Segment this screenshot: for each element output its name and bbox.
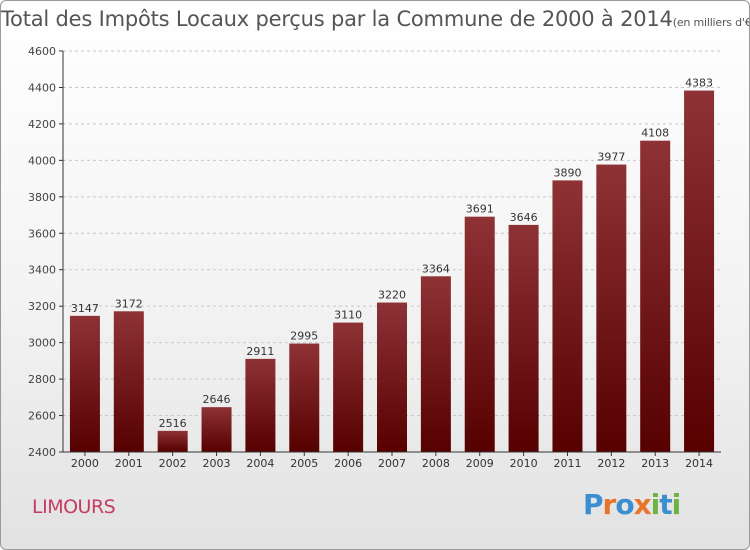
bar-2012 (596, 164, 627, 452)
bar-value-label: 3691 (466, 203, 494, 216)
logo-letter: t (659, 488, 672, 521)
bar-2011 (552, 180, 583, 452)
x-tick-label: 2010 (510, 457, 538, 470)
x-tick-label: 2000 (71, 457, 99, 470)
y-tick-label: 4200 (28, 118, 56, 131)
x-tick-label: 2012 (597, 457, 625, 470)
logo-letter: o (615, 488, 634, 521)
bar-2010 (508, 224, 539, 452)
y-axis-ticks: 2400 2600 2800 3000 3200 3400 3600 3800 4000 4200… (28, 45, 63, 459)
y-tick-label: 3800 (28, 191, 56, 204)
bar-value-label: 2911 (246, 345, 274, 358)
bar-2004 (245, 358, 276, 452)
bar-value-label: 3977 (597, 151, 625, 164)
bar-2008 (420, 276, 451, 452)
commune-name: LIMOURS (32, 496, 116, 518)
bar-2000 (69, 315, 100, 452)
bar-value-label: 4383 (685, 77, 713, 90)
bar-value-label: 3172 (115, 297, 143, 310)
y-tick-label: 3000 (28, 337, 56, 350)
bars: 3147 3172 2516 2646 2911 2995 3110 3220 3364 3691… (69, 77, 715, 453)
x-tick-label: 2007 (378, 457, 406, 470)
x-tick-label: 2004 (246, 457, 274, 470)
bar-2013 (640, 140, 671, 453)
y-tick-label: 2400 (28, 446, 56, 459)
y-tick-label: 3400 (28, 264, 56, 277)
bar-value-label: 2516 (159, 417, 187, 430)
logo-letter: P (583, 488, 604, 521)
bar-value-label: 3147 (71, 302, 99, 315)
bar-2007 (377, 302, 407, 452)
bar-value-label: 2646 (203, 393, 231, 406)
y-tick-label: 3200 (28, 300, 56, 313)
x-tick-label: 2009 (466, 457, 494, 470)
logo-letter: x (633, 488, 652, 521)
x-axis-ticks: 2000 2001 2002 2003 2004 2005 2006 2007 2008 2009… (71, 452, 713, 470)
y-tick-label: 3600 (28, 227, 56, 240)
x-tick-label: 2014 (685, 457, 713, 470)
logo-letter: r (602, 488, 617, 521)
bar-2001 (113, 311, 144, 452)
bar-2005 (289, 343, 320, 452)
x-tick-label: 2003 (203, 457, 231, 470)
bar-value-label: 3364 (422, 262, 450, 275)
bar-2003 (201, 407, 232, 452)
x-tick-label: 2008 (422, 457, 450, 470)
logo-letter: i (671, 488, 682, 521)
bar-2009 (464, 216, 495, 452)
bar-value-label: 2995 (290, 330, 318, 343)
x-tick-label: 2002 (159, 457, 187, 470)
bar-2002 (157, 430, 188, 452)
bar-value-label: 4108 (641, 127, 669, 140)
x-tick-label: 2013 (641, 457, 669, 470)
bar-value-label: 3890 (553, 166, 581, 179)
bar-value-label: 3110 (334, 309, 362, 322)
logo-letter: i (650, 488, 661, 521)
chart-title-unit: (en milliers d'€) (672, 16, 750, 29)
y-tick-label: 4600 (28, 45, 56, 58)
y-tick-label: 2600 (28, 410, 56, 423)
x-tick-label: 2006 (334, 457, 362, 470)
bar-2006 (333, 322, 364, 452)
x-tick-label: 2005 (290, 457, 318, 470)
bar-value-label: 3646 (510, 211, 538, 224)
y-tick-label: 4400 (28, 81, 56, 94)
chart-title: Total des Impôts Locaux perçus par la Co… (1, 7, 750, 31)
bar-2014 (684, 90, 715, 452)
y-tick-label: 4000 (28, 154, 56, 167)
y-tick-label: 2800 (28, 373, 56, 386)
x-tick-label: 2001 (115, 457, 143, 470)
bar-value-label: 3220 (378, 289, 406, 302)
x-tick-label: 2011 (553, 457, 581, 470)
chart-title-main: Total des Impôts Locaux perçus par la Co… (1, 7, 673, 31)
proxiti-logo: Proxiti (583, 488, 682, 521)
